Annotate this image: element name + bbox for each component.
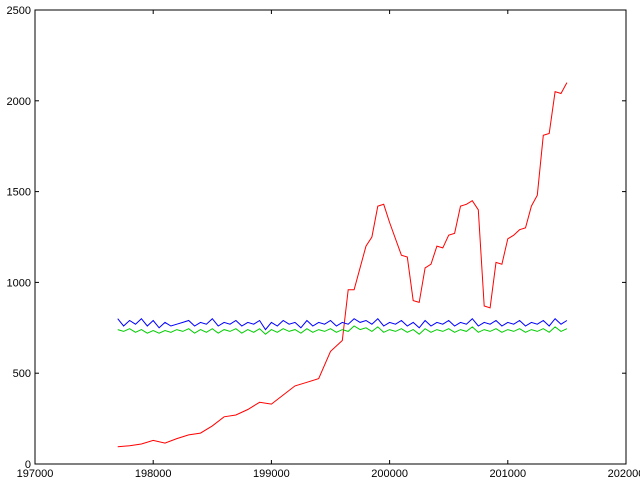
y-tick-label: 500 — [13, 368, 31, 380]
y-tick-label: 1000 — [7, 277, 31, 289]
x-tick-label: 199000 — [253, 468, 290, 480]
y-tick-label: 1500 — [7, 187, 31, 199]
series-line-3 — [117, 325, 568, 335]
series-line-2 — [117, 317, 568, 331]
x-tick-label: 201000 — [489, 468, 526, 480]
series-layer — [117, 82, 568, 448]
y-tick-label: 2500 — [7, 5, 31, 17]
y-tick-label: 0 — [25, 459, 31, 471]
x-tick-label: 197000 — [17, 468, 54, 480]
x-tick-label: 198000 — [135, 468, 172, 480]
x-tick-label: 200000 — [371, 468, 408, 480]
series-line-1 — [117, 82, 568, 448]
plot-area — [34, 9, 627, 465]
y-tick-label: 2000 — [7, 96, 31, 108]
